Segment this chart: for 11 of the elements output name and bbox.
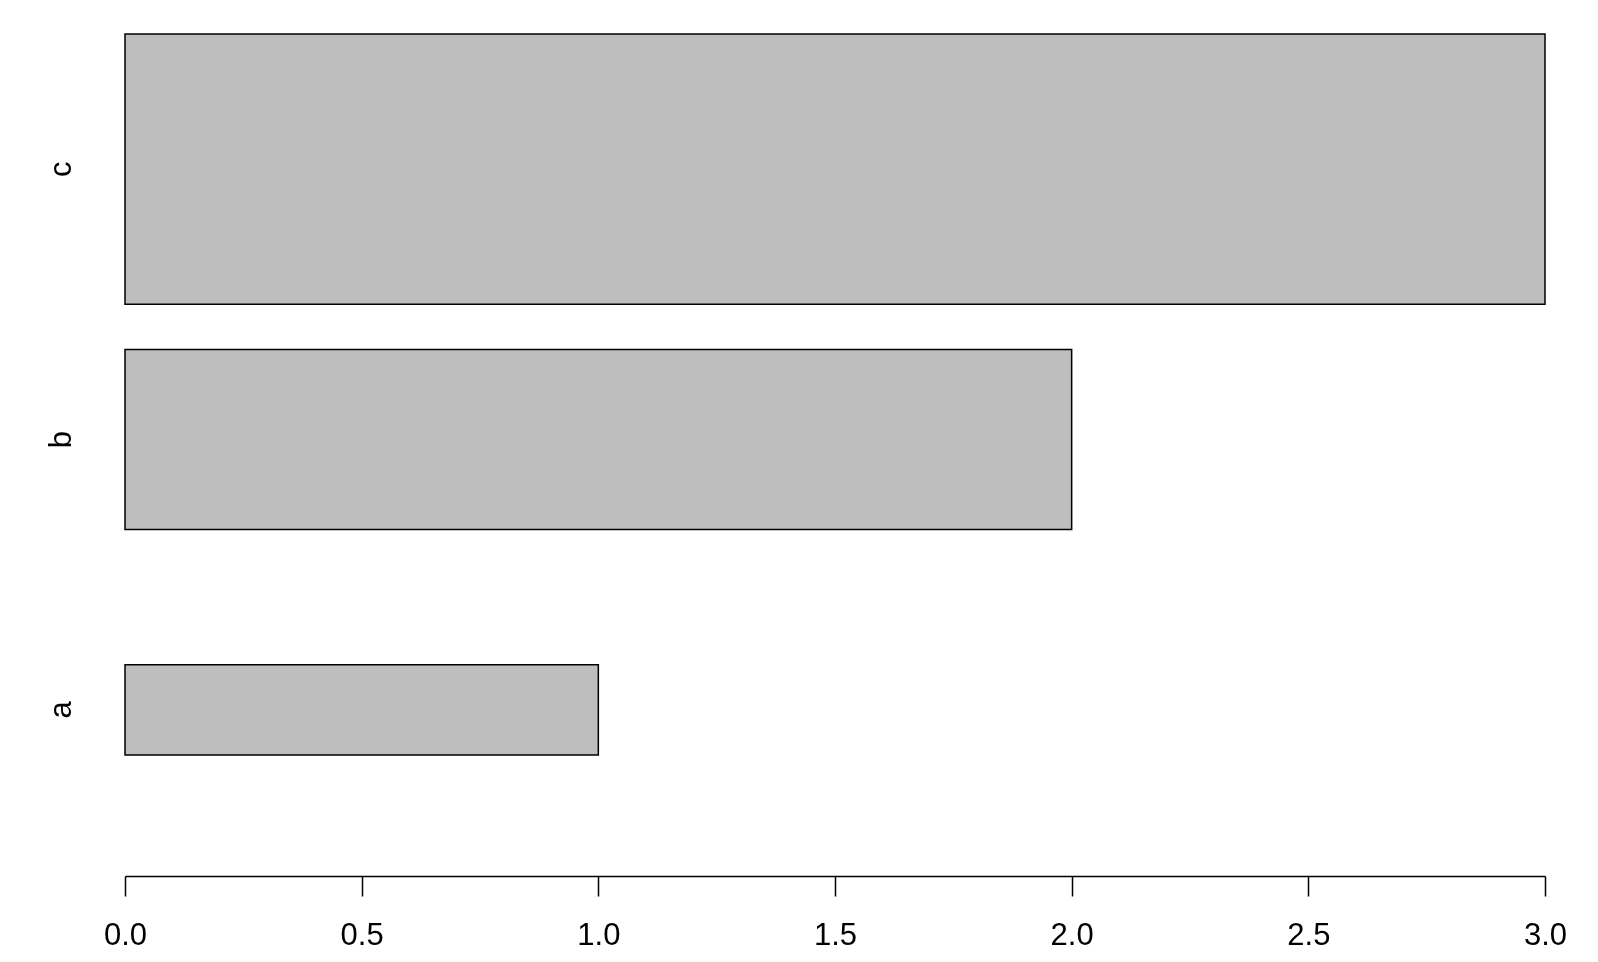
y-tick-label: c <box>42 161 78 177</box>
x-tick-label: 1.0 <box>577 916 621 952</box>
x-tick-label: 2.0 <box>1050 916 1094 952</box>
x-tick-label: 0.0 <box>103 916 148 952</box>
x-tick-label: 2.5 <box>1287 916 1331 952</box>
y-tick-label: a <box>42 700 78 719</box>
x-tick-label: 1.5 <box>813 916 858 952</box>
x-tick-label: 0.5 <box>340 916 384 952</box>
y-tick-label: b <box>42 430 78 449</box>
x-tick-label: 3.0 <box>1523 916 1568 952</box>
bar <box>124 348 1073 531</box>
